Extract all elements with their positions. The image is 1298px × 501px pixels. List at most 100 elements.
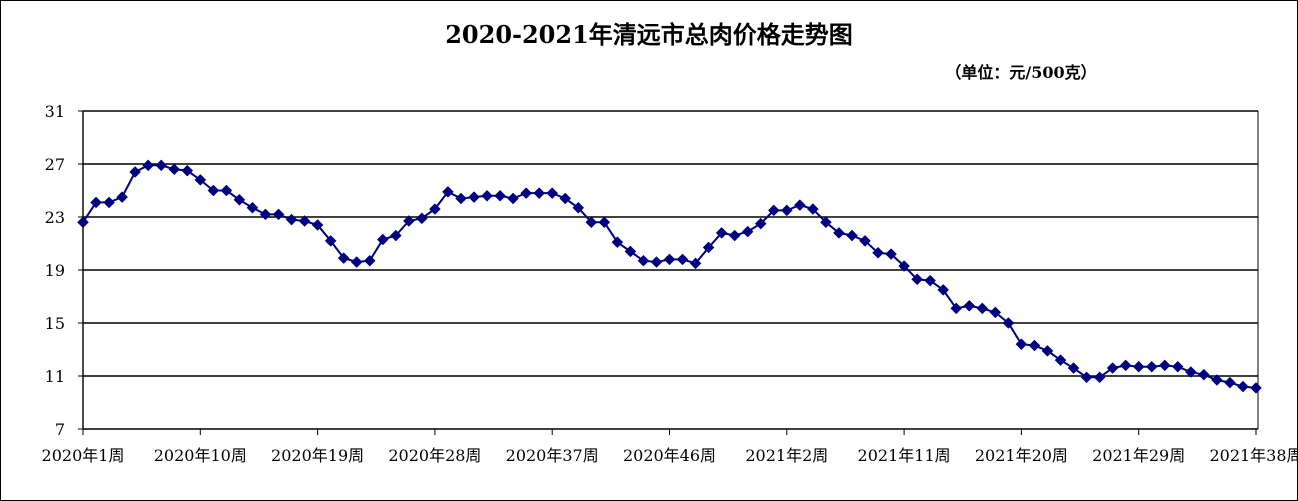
data-point: [507, 192, 519, 205]
data-point: [559, 192, 572, 205]
data-point: [520, 187, 532, 200]
data-point: [598, 216, 611, 229]
data-point: [546, 187, 559, 200]
axes: [78, 110, 1259, 435]
x-tick-label: 2021年2周: [745, 446, 828, 465]
data-point: [1237, 380, 1249, 393]
data-point: [885, 248, 897, 260]
data-point: [676, 253, 689, 266]
data-point: [350, 256, 363, 268]
data-point: [1106, 362, 1119, 374]
data-point: [181, 164, 194, 177]
series-line: [82, 164, 1257, 389]
data-point: [1093, 371, 1106, 384]
data-point: [963, 299, 976, 312]
data-point: [468, 191, 480, 203]
data-point: [937, 284, 950, 296]
data-point: [924, 274, 937, 287]
data-point: [1028, 339, 1041, 352]
data-point: [585, 216, 598, 229]
series-price: [77, 159, 1262, 394]
data-point: [728, 229, 741, 242]
x-tick-label: 2021年38周: [1209, 446, 1297, 465]
data-point: [1211, 374, 1223, 386]
data-point: [1250, 382, 1262, 394]
y-tick-labels: 7 11 15 19 23 27 31: [45, 102, 65, 439]
data-point: [898, 260, 910, 272]
y-tick-label: 27: [45, 155, 65, 174]
data-point: [455, 192, 467, 205]
data-point: [194, 174, 207, 186]
data-point: [624, 245, 637, 258]
data-point: [481, 189, 493, 202]
x-tick-label: 2020年37周: [506, 446, 599, 465]
data-point: [741, 225, 754, 238]
data-point: [494, 189, 506, 202]
data-point: [1145, 360, 1158, 373]
data-point: [846, 229, 858, 242]
data-point: [533, 187, 546, 200]
data-point: [1041, 344, 1054, 357]
data-point: [246, 201, 259, 214]
data-point: [976, 302, 989, 315]
data-point: [259, 208, 272, 221]
data-point: [442, 185, 454, 198]
data-point: [663, 253, 676, 266]
data-point: [689, 257, 702, 270]
x-tick-label: 2021年29周: [1092, 446, 1185, 465]
data-point: [872, 246, 884, 259]
data-point: [298, 215, 311, 227]
data-point: [363, 254, 376, 267]
data-point: [1224, 376, 1236, 389]
data-point: [1002, 317, 1015, 329]
data-point: [272, 208, 285, 221]
data-point: [793, 199, 806, 211]
data-point: [1015, 338, 1028, 351]
data-point: [155, 159, 168, 172]
data-point: [637, 254, 650, 267]
data-point: [820, 216, 832, 229]
data-point: [376, 233, 389, 246]
data-point: [715, 227, 728, 239]
y-tick-label: 31: [45, 102, 65, 121]
data-point: [950, 302, 963, 315]
data-point: [311, 219, 324, 231]
x-tick-label: 2020年1周: [42, 446, 125, 465]
data-point: [337, 252, 350, 264]
data-point: [1119, 359, 1132, 372]
data-point: [572, 201, 585, 214]
data-point: [611, 236, 624, 249]
unit-label: （单位：元/500克）: [945, 63, 1096, 82]
x-tick-label: 2020年28周: [388, 446, 481, 465]
data-point: [168, 163, 181, 176]
data-point: [859, 234, 871, 247]
x-tick-label: 2020年46周: [623, 446, 716, 465]
x-tick-label: 2020年19周: [271, 446, 364, 465]
data-point: [833, 227, 845, 239]
data-point: [780, 204, 793, 217]
data-point: [1067, 362, 1080, 374]
x-tick-label: 2021年11周: [858, 446, 951, 465]
data-point: [233, 193, 246, 206]
data-point: [807, 203, 819, 215]
data-point: [911, 273, 923, 286]
x-tick-label: 2020年10周: [154, 446, 247, 465]
data-point: [989, 306, 1002, 319]
data-point: [416, 212, 428, 225]
data-point: [429, 203, 441, 215]
data-point: [1054, 354, 1067, 366]
data-point: [207, 184, 220, 197]
data-point: [103, 196, 115, 209]
data-point: [1198, 368, 1210, 381]
data-point: [1132, 360, 1145, 373]
data-point: [767, 204, 780, 217]
data-point: [285, 213, 298, 226]
y-tick-label: 7: [55, 420, 65, 439]
y-tick-label: 19: [45, 261, 65, 280]
data-point: [754, 217, 767, 230]
data-point: [116, 191, 128, 203]
data-point: [702, 241, 715, 254]
data-point: [650, 256, 663, 268]
